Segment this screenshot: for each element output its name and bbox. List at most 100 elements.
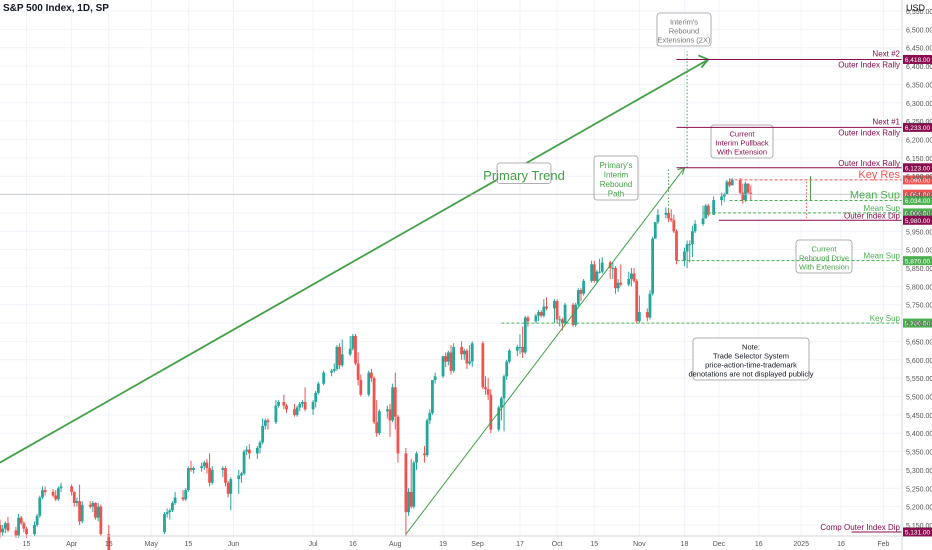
- time-tick-label: Apr: [66, 541, 78, 548]
- candle-body: [481, 343, 485, 388]
- price-tick-label: 6,000.00: [906, 211, 932, 218]
- candle-body: [741, 192, 745, 201]
- drawings: Primary TrendPrimary'sInterimReboundPath…: [0, 12, 853, 535]
- price-badge: [903, 175, 932, 185]
- candle-body: [22, 523, 26, 529]
- current-rebound-label-box: [795, 239, 853, 274]
- candle-body: [728, 181, 731, 186]
- candle-body: [173, 497, 177, 503]
- candle-body: [78, 501, 81, 522]
- candle-body: [168, 510, 172, 513]
- candle-body: [656, 214, 660, 223]
- candle-body: [19, 517, 23, 524]
- time-tick-label: 19: [439, 541, 447, 548]
- time-tick-label: 15: [23, 541, 31, 548]
- candle-body: [683, 251, 686, 261]
- candle-body: [582, 280, 586, 294]
- note-box-line: price-action-time-trademark: [705, 361, 797, 370]
- candle-body: [75, 501, 79, 503]
- candle-body: [3, 523, 7, 529]
- candle-body: [484, 387, 487, 390]
- candle-body: [738, 179, 742, 193]
- candle-body: [616, 282, 620, 289]
- candle-body: [693, 223, 697, 232]
- time-tick-label: Nov: [633, 541, 646, 548]
- time-tick-label: Feb: [877, 541, 889, 548]
- candle-body: [635, 280, 639, 322]
- candle-body: [407, 491, 410, 513]
- candle-body: [348, 348, 352, 355]
- candle-body: [338, 346, 341, 366]
- candle-body: [237, 475, 241, 480]
- current-rebound-label-line: With Extension: [799, 263, 849, 272]
- candle-body: [41, 490, 44, 498]
- candle-body: [404, 453, 408, 513]
- candle-body: [749, 192, 753, 195]
- candle-body: [746, 183, 750, 193]
- price-badge: [903, 54, 932, 64]
- price-tick-label: 6,500.00: [906, 27, 932, 34]
- candle-body: [518, 346, 522, 348]
- candle-body: [226, 482, 230, 494]
- interim-path-label-line: Rebound: [600, 180, 632, 189]
- price-tick-label: 6,100.00: [906, 174, 932, 181]
- candle-body: [56, 488, 60, 500]
- level-label: Outer Index Rally: [838, 159, 900, 168]
- price-tick-label: 5,200.00: [906, 505, 932, 512]
- symbol-title[interactable]: S&P 500 Index, 1D, SP: [3, 3, 109, 14]
- candle-body: [651, 238, 655, 294]
- price-badge-label: 6,090.00: [905, 177, 931, 184]
- candle-body: [537, 312, 540, 316]
- candle-body: [205, 462, 209, 469]
- price-tick-label: 6,200.00: [906, 138, 932, 145]
- candle-body: [285, 405, 288, 410]
- price-badge-label: 6,034.00: [905, 198, 931, 205]
- level-label: Mean Sup: [864, 252, 901, 261]
- candle-body: [507, 350, 511, 362]
- candle-body: [627, 279, 631, 285]
- interim-extension-label-line: Interim's: [670, 18, 698, 27]
- level-label: Next #2: [872, 49, 900, 58]
- level-label: Key Res: [858, 169, 900, 181]
- candle-body: [730, 179, 734, 186]
- candle-body: [497, 407, 501, 430]
- candle-body: [88, 504, 92, 507]
- candle-body: [486, 389, 490, 395]
- candle-body: [192, 468, 196, 470]
- time-tick-label: 18: [681, 541, 689, 548]
- candle-body: [186, 468, 190, 491]
- candle-body: [367, 372, 371, 395]
- note-box-line: denotations are not displayed publicly: [688, 370, 813, 379]
- price-tick-label: 5,500.00: [906, 394, 932, 401]
- price-badge-label: 6,123.00: [905, 165, 931, 172]
- price-tick-label: 6,300.00: [906, 101, 932, 108]
- candle-body: [35, 515, 39, 525]
- primary-trend-label-line: Primary Trend: [483, 168, 565, 183]
- candle-body: [691, 231, 694, 245]
- candle-body: [229, 479, 233, 494]
- candle-body: [555, 301, 559, 320]
- candle-body: [372, 378, 376, 423]
- candle-body: [598, 271, 601, 273]
- price-badge-label: 5,980.00: [905, 218, 931, 225]
- interim-path-label-line: Interim: [604, 171, 629, 180]
- price-badge: [903, 318, 932, 328]
- price-tick-label: 6,050.00: [906, 193, 932, 200]
- time-tick-label: 16: [349, 541, 357, 548]
- level-label: Key Sup: [870, 314, 901, 323]
- price-tick-label: 5,850.00: [906, 266, 932, 273]
- interim-extension-label-box: [656, 12, 712, 47]
- price-badge-label: 6,000.00: [905, 211, 931, 218]
- candle-body: [415, 453, 418, 463]
- candle-body: [107, 534, 111, 550]
- price-tick-label: 5,450.00: [906, 413, 932, 420]
- candle-body: [25, 528, 28, 535]
- candle-body: [282, 402, 286, 406]
- candle-body: [685, 244, 689, 252]
- candle-body: [412, 462, 416, 507]
- price-tick-label: 5,700.00: [906, 321, 932, 328]
- candle-body: [468, 361, 471, 364]
- candle-body: [224, 468, 227, 483]
- time-tick-label: Dec: [713, 541, 726, 548]
